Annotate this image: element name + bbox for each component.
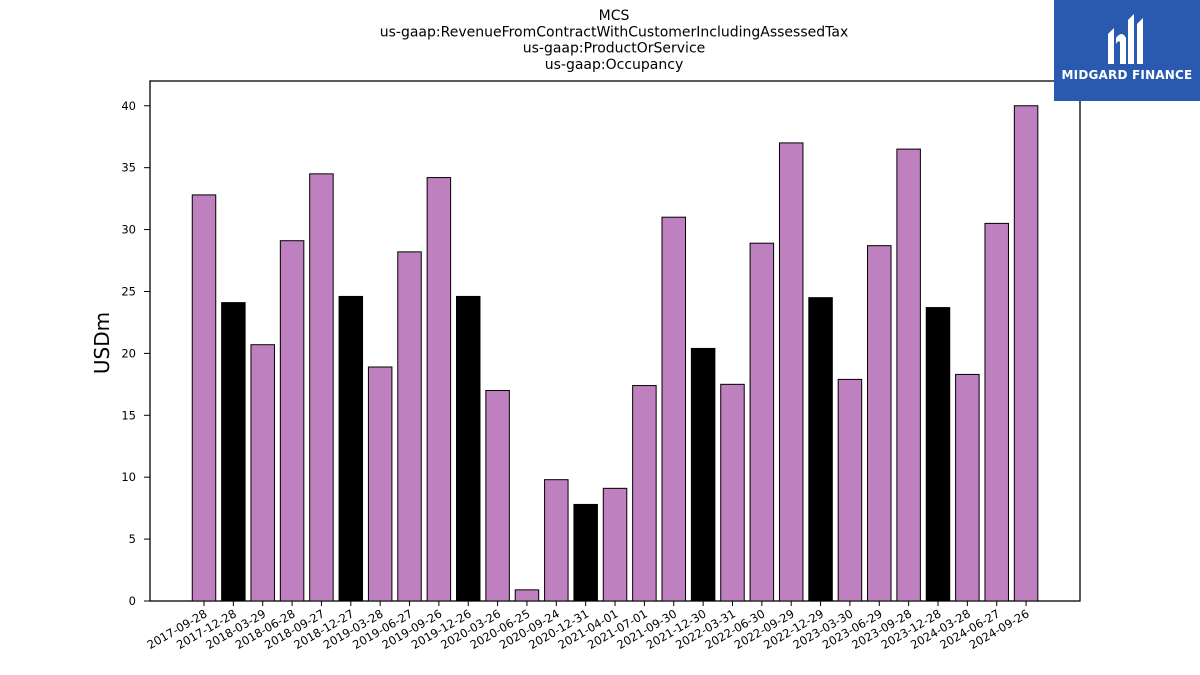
y-tick-label: 10: [121, 470, 136, 484]
y-tick-label: 35: [121, 161, 136, 175]
title-line: us-gaap:ProductOrService: [523, 41, 706, 57]
bar: [485, 390, 510, 602]
bar: [925, 307, 951, 602]
bar: [191, 194, 217, 602]
bar: [367, 366, 393, 602]
bar: [1013, 105, 1039, 602]
bar: [338, 295, 364, 602]
y-axis-label: USDm: [90, 312, 114, 374]
title-line: us-gaap:RevenueFromContractWithCustomerI…: [380, 24, 849, 40]
midgard-logo-icon: [1108, 14, 1143, 64]
bar: [544, 479, 569, 602]
y-axis: 0 5 10 15 20 25 30 35 40: [121, 99, 150, 608]
bar: [749, 242, 775, 602]
bar: [309, 173, 334, 602]
bars: [191, 105, 1039, 602]
y-tick-label: 5: [129, 532, 136, 546]
y-tick-label: 30: [121, 223, 136, 237]
y-tick-label: 25: [121, 284, 136, 298]
y-tick-label: 20: [121, 346, 136, 360]
chart-title: MCSus-gaap:RevenueFromContractWithCustom…: [380, 8, 849, 73]
bar: [867, 245, 892, 602]
bar: [690, 347, 716, 602]
bar: [573, 503, 598, 602]
logo-text: MIDGARD FINANCE: [1061, 68, 1193, 82]
midgard-finance-logo: MIDGARD FINANCE: [1054, 0, 1200, 101]
bar: [632, 385, 657, 602]
bar: [778, 142, 804, 602]
bar: [514, 589, 540, 602]
bar: [661, 216, 687, 602]
bar: [984, 222, 1009, 602]
bar: [279, 240, 305, 602]
bar: [955, 373, 980, 602]
bar: [455, 295, 481, 602]
title-line: MCS: [599, 8, 630, 24]
bar: [397, 251, 422, 602]
bar: [896, 148, 921, 602]
bar: [720, 383, 745, 602]
y-tick-label: 0: [129, 594, 136, 608]
title-line: us-gaap:Occupancy: [545, 57, 683, 73]
bar: [426, 177, 452, 602]
bar: [250, 344, 275, 602]
bar: [808, 297, 833, 602]
y-tick-label: 40: [121, 99, 136, 113]
x-axis: 2017-09-282017-12-282018-03-292018-06-28…: [145, 601, 1032, 652]
bar: [602, 487, 628, 602]
bar: [837, 378, 863, 602]
bar: [221, 302, 246, 602]
y-tick-label: 15: [121, 408, 136, 422]
